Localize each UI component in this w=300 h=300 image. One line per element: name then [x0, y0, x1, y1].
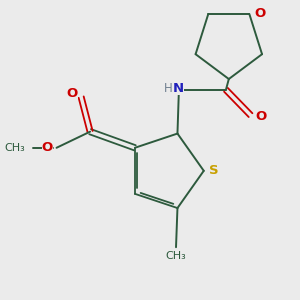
Text: H: H: [164, 82, 172, 95]
Text: O: O: [66, 87, 78, 100]
Text: O: O: [255, 110, 266, 123]
Text: O: O: [42, 141, 53, 154]
Text: N: N: [172, 82, 184, 95]
Text: O: O: [255, 7, 266, 20]
Text: S: S: [209, 164, 219, 177]
Text: CH₃: CH₃: [166, 250, 186, 260]
Text: CH₃: CH₃: [4, 143, 25, 153]
